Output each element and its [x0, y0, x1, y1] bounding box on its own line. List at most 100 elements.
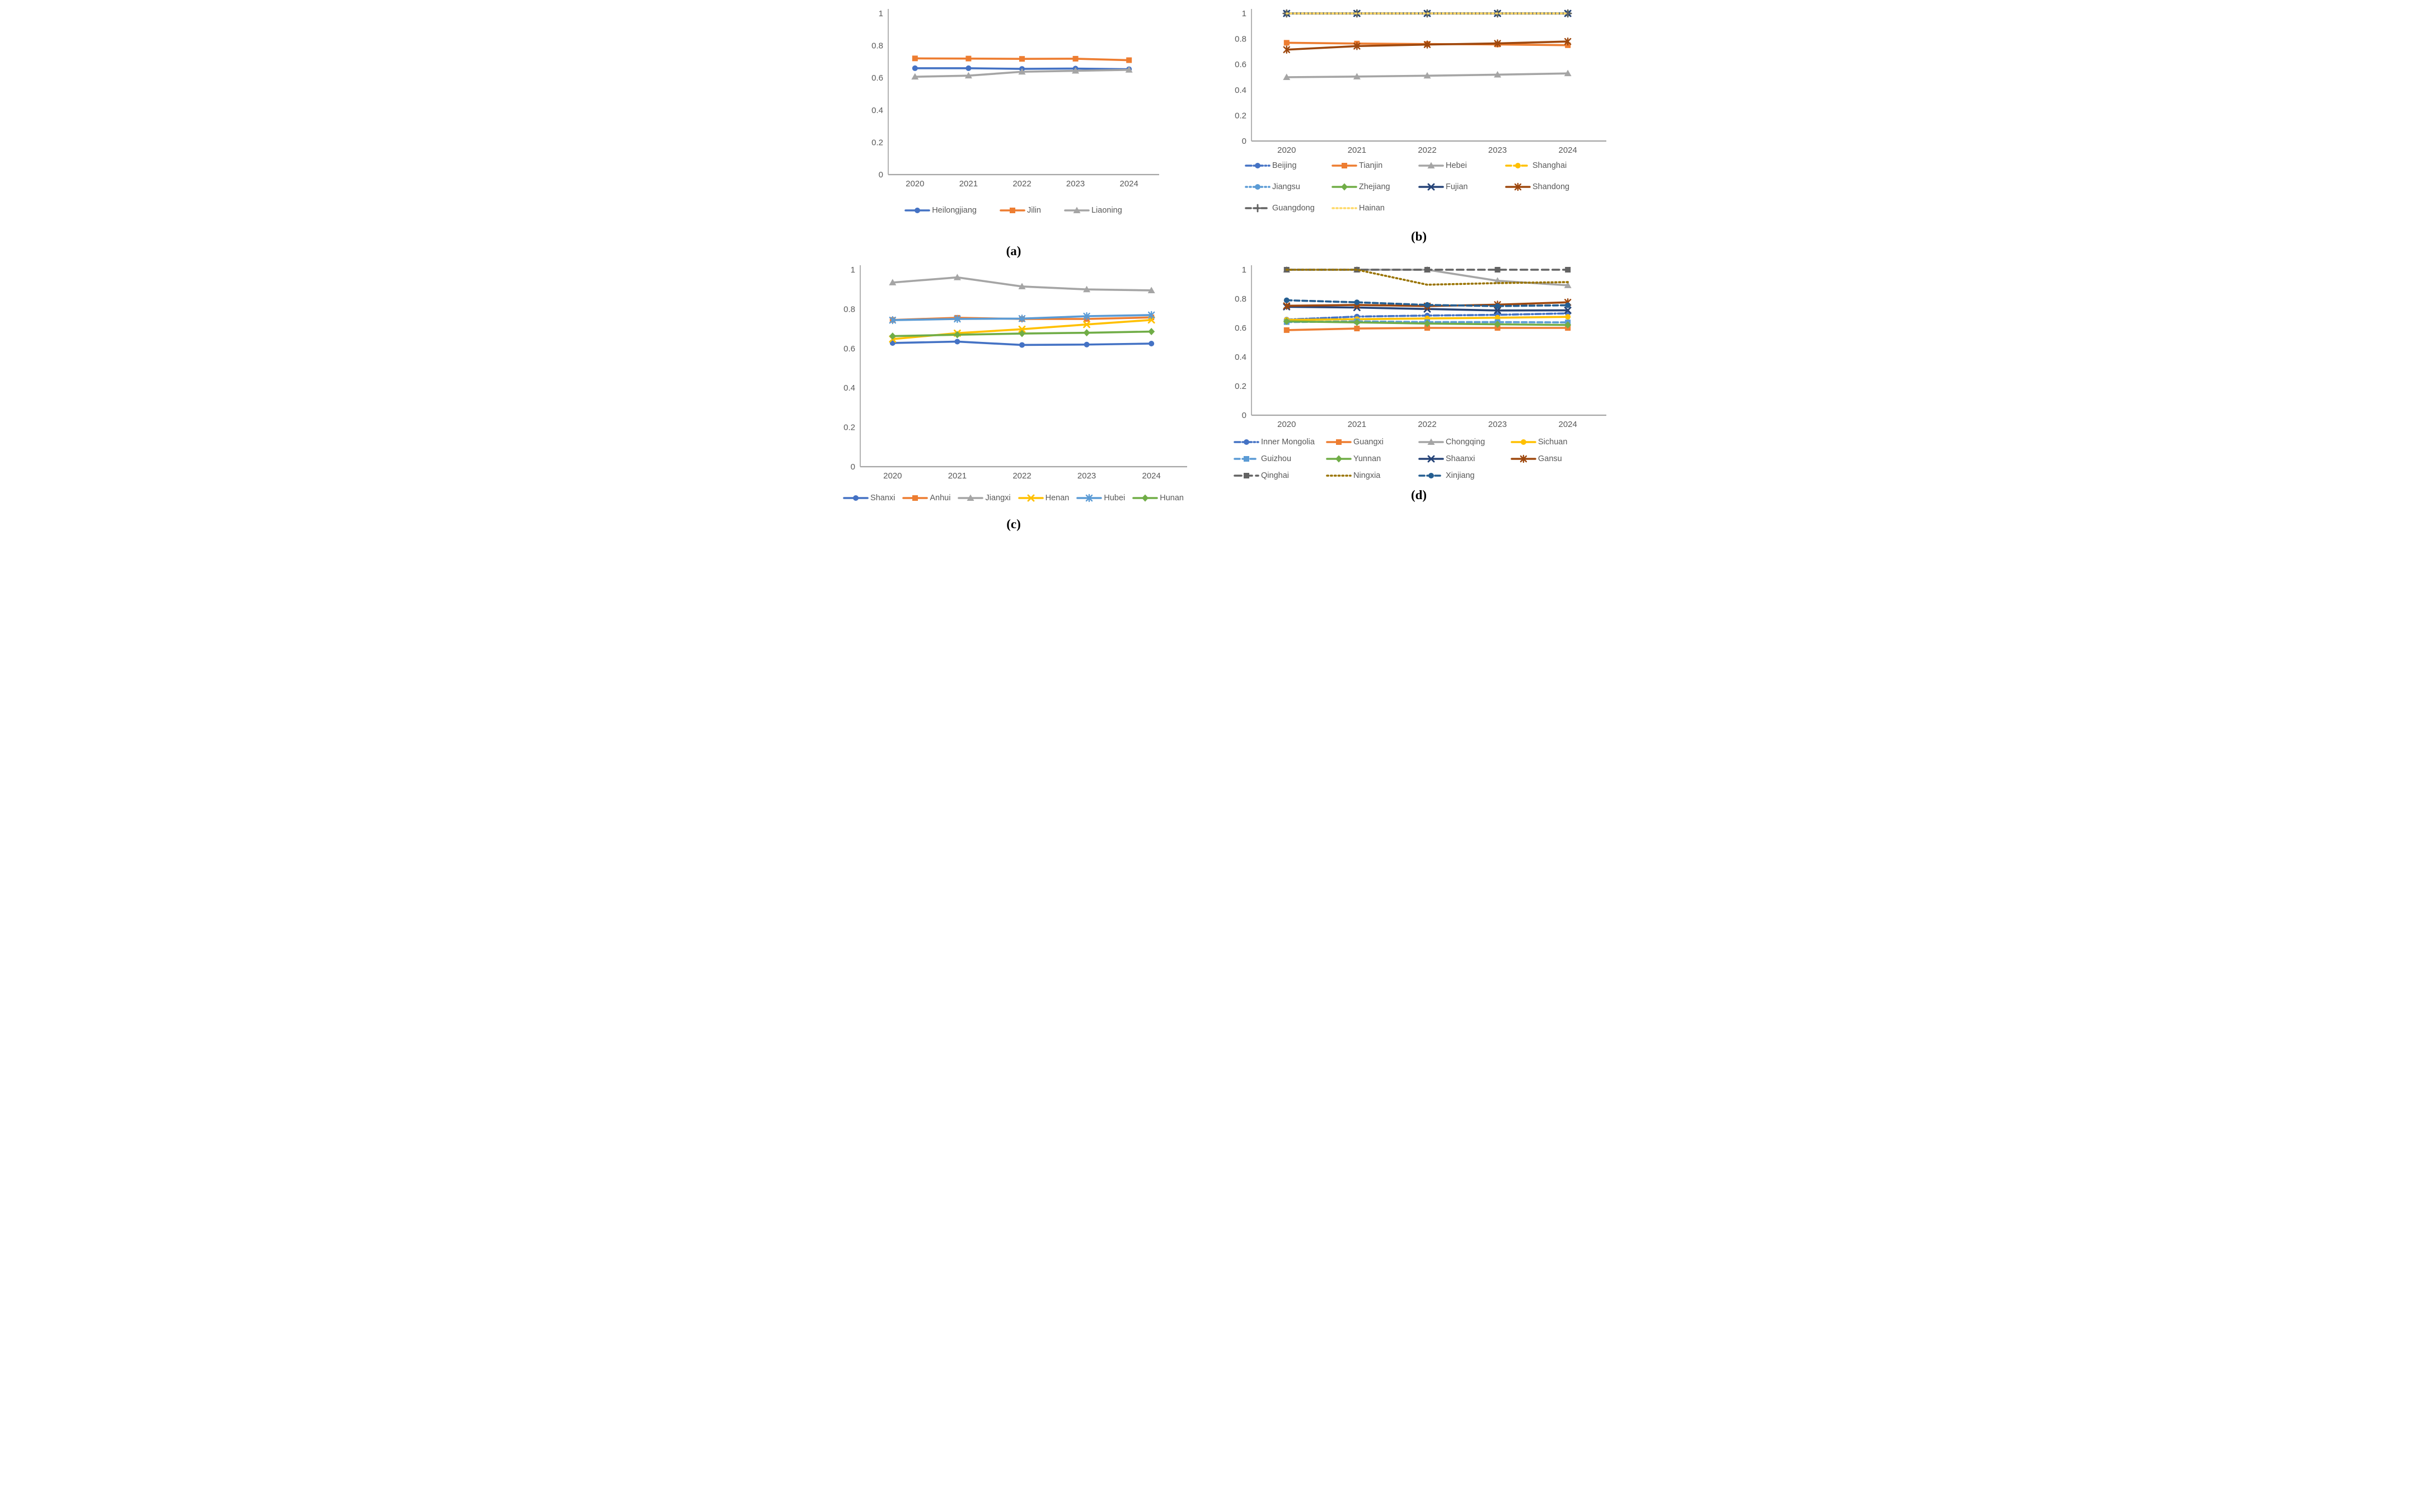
legend-item-anhui: Anhui — [902, 494, 951, 503]
caption-c: (c) — [1006, 517, 1021, 531]
legend-label-yunnan: Yunnan — [1353, 454, 1381, 463]
legend-item-jilin: Jilin — [1000, 206, 1041, 215]
legend-label-tianjin: Tianjin — [1359, 161, 1383, 170]
legend-label-jiangsu: Jiangsu — [1272, 182, 1300, 191]
x-tick-2023: 2023 — [1488, 420, 1507, 429]
chart-d-legend: Inner Mongolia Guangxi Chongqing Sichuan Gui… — [1234, 438, 1604, 480]
hunan-legend-marker-icon — [1132, 494, 1159, 502]
zhejiang-legend-marker-icon — [1332, 183, 1357, 191]
legend-item-jiangsu: Jiangsu — [1245, 182, 1332, 191]
legend-item-yunnan: Yunnan — [1326, 454, 1419, 463]
y-tick-0.6: 0.6 — [1235, 60, 1246, 69]
legend-item-hebei: Hebei — [1418, 161, 1506, 170]
chart-a-plot-area: 0 0.2 0.4 0.6 0.8 1 2020 2021 2022 2023 2024 — [862, 6, 1165, 191]
liaoning-legend-marker-icon — [1064, 206, 1090, 213]
legend-label-anhui: Anhui — [930, 494, 951, 503]
series-line-ningxia — [1286, 269, 1569, 286]
legend-item-hunan: Hunan — [1132, 494, 1184, 503]
legend-item-sichuan: Sichuan — [1511, 438, 1604, 447]
chart-c: 0 0.2 0.4 0.6 0.8 1 2020 2021 2022 2023 2024 — [843, 265, 1187, 481]
caption-d: (d) — [1410, 488, 1427, 502]
x-tick-2024: 2024 — [1559, 420, 1577, 429]
panel-a: 0 0.2 0.4 0.6 0.8 1 2020 2021 2022 2023 2024 Heilo… — [811, 2, 1216, 259]
chart-c-legend: Shanxi Anhui Jiangxi Henan Hubei Hunan — [843, 494, 1184, 503]
chart-a: 0 0.2 0.4 0.6 0.8 1 2020 2021 2022 2023 2024 — [871, 9, 1159, 189]
legend-item-shaanxi: Shaanxi — [1418, 454, 1511, 463]
sichuan-legend-marker-icon — [1511, 439, 1536, 445]
qinghai-legend-marker-icon — [1234, 473, 1259, 478]
legend-item-shanxi: Shanxi — [843, 494, 895, 503]
legend-item-beijing: Beijing — [1245, 161, 1332, 170]
legend-item-xinjiang: Xinjiang — [1418, 471, 1511, 480]
y-tick-0.4: 0.4 — [871, 106, 883, 115]
y-tick-0.4: 0.4 — [1235, 86, 1246, 95]
y-tick-0.2: 0.2 — [843, 423, 855, 433]
x-tick-2020: 2020 — [906, 179, 924, 189]
legend-label-inner-mongolia: Inner Mongolia — [1261, 438, 1315, 447]
legend-label-hebei: Hebei — [1446, 161, 1467, 170]
legend-item-guizhou: Guizhou — [1234, 454, 1326, 463]
legend-item-hubei: Hubei — [1076, 494, 1126, 503]
legend-item-jiangxi: Jiangxi — [958, 494, 1011, 503]
hubei-legend-marker-icon — [1076, 494, 1103, 503]
y-tick-1: 1 — [1242, 265, 1246, 275]
guangdong-legend-marker-icon — [1245, 204, 1271, 213]
legend-item-ningxia: Ningxia — [1326, 471, 1419, 480]
y-tick-0.8: 0.8 — [1235, 294, 1246, 304]
x-tick-2023: 2023 — [1488, 145, 1507, 155]
legend-label-sichuan: Sichuan — [1538, 438, 1568, 447]
legend-label-hunan: Hunan — [1160, 494, 1184, 503]
legend-item-inner-mongolia: Inner Mongolia — [1234, 438, 1326, 447]
legend-item-hainan: Hainan — [1332, 204, 1419, 213]
legend-label-jilin: Jilin — [1027, 206, 1041, 215]
legend-label-hubei: Hubei — [1104, 494, 1126, 503]
chart-b: 0 0.2 0.4 0.6 0.8 1 2020 2021 2022 2023 2024 — [1235, 9, 1606, 155]
legend-label-shanxi: Shanxi — [870, 494, 896, 503]
panel-c: 0 0.2 0.4 0.6 0.8 1 2020 2021 2022 2023 2024 Shanx… — [811, 259, 1216, 532]
jiangxi-legend-marker-icon — [958, 494, 984, 501]
y-tick-0.2: 0.2 — [871, 138, 883, 147]
figure-grid: 0 0.2 0.4 0.6 0.8 1 2020 2021 2022 2023 2024 Heilo… — [811, 0, 1622, 532]
x-tick-2022: 2022 — [1012, 471, 1031, 481]
y-tick-0.6: 0.6 — [1235, 323, 1246, 333]
y-tick-0.8: 0.8 — [871, 41, 883, 51]
panel-d: 0 0.2 0.4 0.6 0.8 1 2020 2021 2022 2023 2024 Inner… — [1216, 259, 1621, 532]
x-tick-2022: 2022 — [1418, 145, 1436, 155]
x-tick-2020: 2020 — [1277, 145, 1296, 155]
y-tick-0.8: 0.8 — [843, 304, 855, 314]
x-tick-2022: 2022 — [1418, 420, 1436, 429]
legend-label-guangdong: Guangdong — [1272, 204, 1315, 213]
legend-item-liaoning: Liaoning — [1064, 206, 1122, 215]
legend-item-guangdong: Guangdong — [1245, 204, 1332, 213]
y-tick-0.2: 0.2 — [1235, 111, 1246, 120]
y-tick-0: 0 — [879, 170, 883, 180]
shanxi-legend-marker-icon — [843, 495, 869, 501]
x-tick-2021: 2021 — [1348, 145, 1366, 155]
legend-item-gansu: Gansu — [1511, 454, 1604, 463]
x-tick-2023: 2023 — [1077, 471, 1096, 481]
x-tick-2021: 2021 — [959, 179, 978, 189]
chart-d-plot-area: 0 0.2 0.4 0.6 0.8 1 2020 2021 2022 2023 2024 — [1226, 262, 1612, 432]
heilongjiang-legend-marker-icon — [904, 208, 930, 213]
legend-label-shanghai: Shanghai — [1532, 161, 1567, 170]
tianjin-legend-marker-icon — [1332, 163, 1357, 168]
guizhou-legend-marker-icon — [1234, 456, 1259, 462]
gansu-legend-marker-icon — [1511, 454, 1536, 463]
caption-a: (a) — [1006, 244, 1021, 258]
legend-label-ningxia: Ningxia — [1353, 471, 1381, 480]
legend-label-guangxi: Guangxi — [1353, 438, 1384, 447]
y-tick-0.6: 0.6 — [871, 73, 883, 83]
henan-legend-marker-icon — [1018, 494, 1044, 502]
legend-item-zhejiang: Zhejiang — [1332, 182, 1419, 191]
legend-label-shaanxi: Shaanxi — [1446, 454, 1475, 463]
legend-label-jiangxi: Jiangxi — [985, 494, 1011, 503]
legend-label-guizhou: Guizhou — [1261, 454, 1292, 463]
legend-label-liaoning: Liaoning — [1091, 206, 1122, 215]
shanghai-legend-marker-icon — [1505, 163, 1531, 168]
legend-label-heilongjiang: Heilongjiang — [932, 206, 977, 215]
y-tick-0: 0 — [1242, 411, 1246, 420]
y-tick-0: 0 — [851, 462, 855, 472]
inner-mongolia-legend-marker-icon — [1234, 439, 1259, 445]
legend-label-shandong: Shandong — [1532, 182, 1570, 191]
y-tick-0.4: 0.4 — [1235, 353, 1246, 362]
